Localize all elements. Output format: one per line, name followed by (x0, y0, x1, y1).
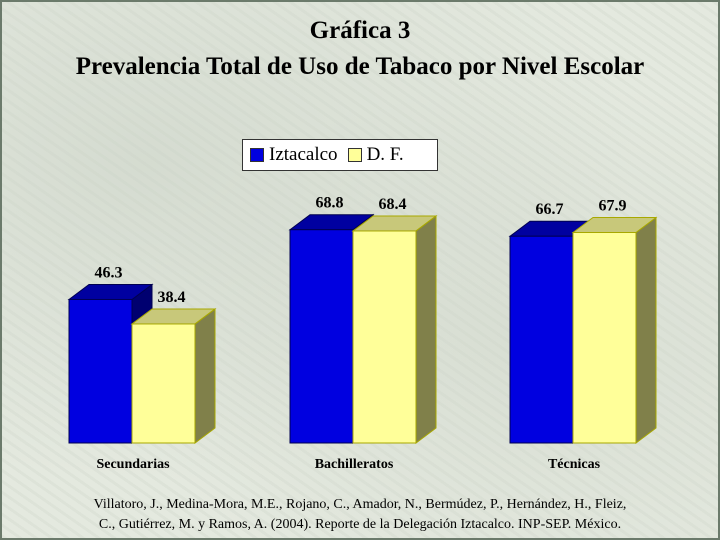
bar-bachilleratos-d-f (352, 230, 417, 444)
data-label-secundarias-iztacalco: 46.3 (95, 264, 123, 281)
source-citation: Villatoro, J., Medina-Mora, M.E., Rojano… (0, 495, 720, 535)
bar-tecnicas-iztacalco (509, 235, 574, 444)
data-label-tecnicas-iztacalco: 66.7 (536, 201, 564, 218)
bar-secundarias-d-f (131, 323, 196, 444)
data-label-bachilleratos-d-f: 68.4 (379, 196, 407, 213)
bar-secundarias-d-f-side (194, 307, 216, 444)
bar-tecnicas-d-f (572, 232, 637, 444)
source-line-1: Villatoro, J., Medina-Mora, M.E., Rojano… (93, 497, 627, 512)
legend-swatch-iztacalco (250, 148, 264, 162)
bar-bachilleratos-iztacalco (289, 229, 354, 444)
bar-tecnicas-d-f-side (635, 216, 657, 444)
chart-title: Gráfica 3 (309, 17, 411, 44)
legend-swatch-df (347, 148, 362, 162)
data-label-tecnicas-d-f: 67.9 (599, 198, 627, 215)
x-tick-label-secundarias: Secundarias (96, 457, 170, 472)
chart-subtitle: Prevalencia Total de Uso de Tabaco por N… (75, 53, 645, 80)
bar-secundarias-iztacalco (68, 298, 133, 444)
legend: Iztacalco D. F. (242, 139, 438, 171)
bar-bachilleratos-d-f-side (415, 214, 437, 444)
data-label-secundarias-d-f: 38.4 (158, 289, 186, 306)
data-label-bachilleratos-iztacalco: 68.8 (316, 195, 344, 212)
x-tick-label-tecnicas: Técnicas (548, 457, 601, 472)
legend-label-iztacalco: Iztacalco (269, 144, 338, 165)
legend-item-df: D. F. (347, 144, 404, 166)
source-line-2: C., Gutiérrez, M. y Ramos, A. (2004). Re… (98, 517, 622, 532)
x-tick-label-bachilleratos: Bachilleratos (315, 457, 394, 472)
legend-label-df: D. F. (366, 144, 404, 165)
legend-item-iztacalco: Iztacalco (250, 144, 338, 166)
